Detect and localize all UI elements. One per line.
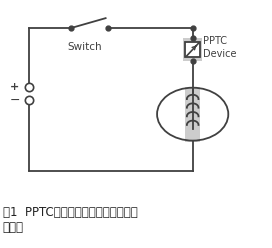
Bar: [183, 38, 202, 61]
Bar: [186, 42, 200, 57]
Bar: [186, 87, 200, 142]
Text: Switch: Switch: [67, 42, 102, 52]
Text: +: +: [10, 82, 19, 92]
Text: 图1  PPTC保护器在电动机电路中的典
型应用: 图1 PPTC保护器在电动机电路中的典 型应用: [3, 206, 137, 234]
Text: −: −: [9, 94, 20, 107]
Text: PPTC
Device: PPTC Device: [203, 36, 237, 59]
